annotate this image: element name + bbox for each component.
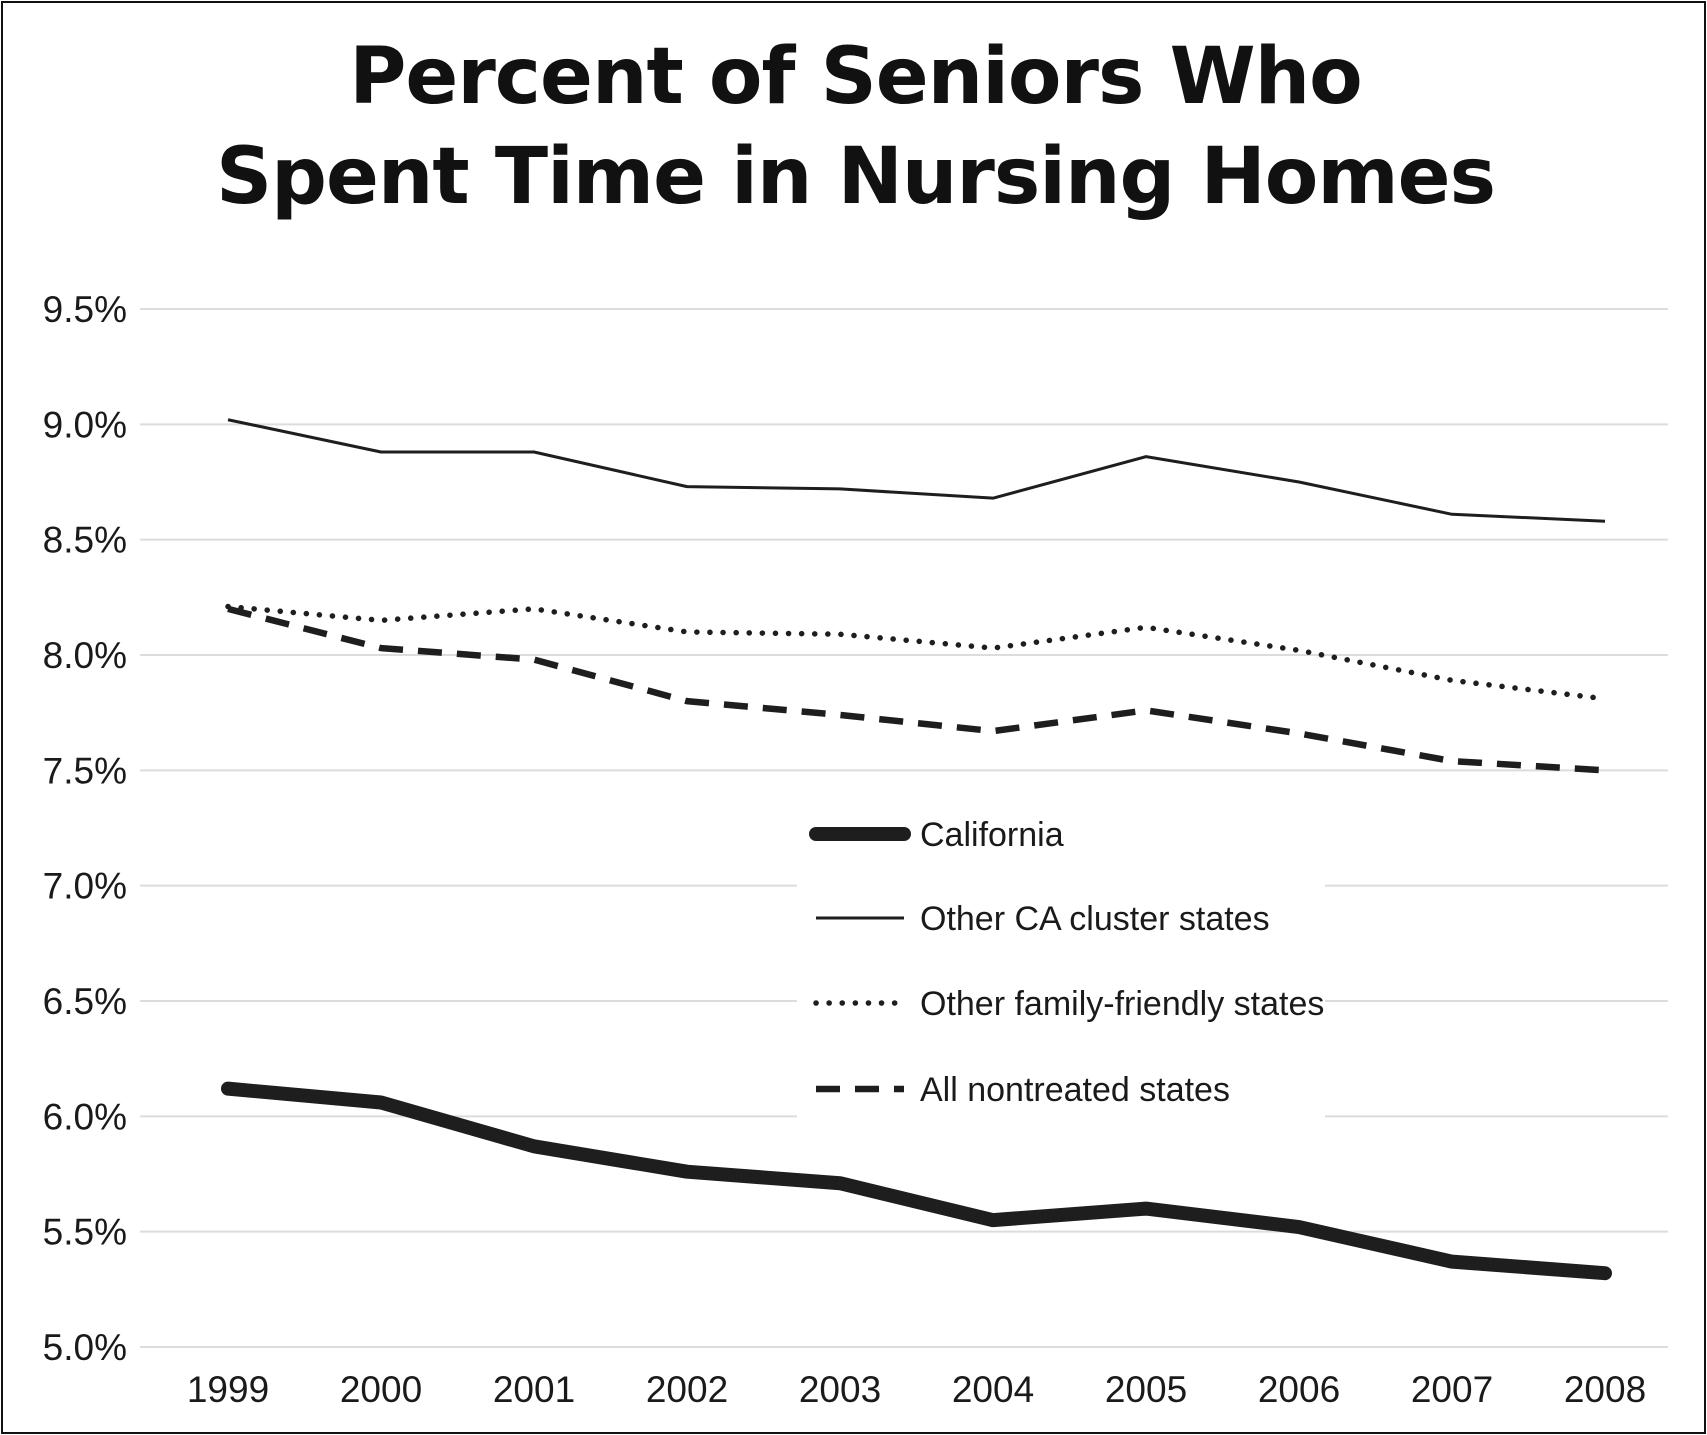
x-tick-label: 2007 [1411,1369,1493,1410]
series-line-other-ca-cluster-states [227,418,1606,523]
y-tick-label: 7.5% [43,750,127,791]
y-tick-label: 6.0% [43,1096,127,1137]
chart-title-line-2: Spent Time in Nursing Homes [215,132,1496,222]
y-tick-label: 8.5% [43,520,127,561]
y-tick-label: 5.5% [43,1212,127,1253]
series-lines [221,418,1612,1281]
chart-title: Percent of Seniors Who Spent Time in Nur… [3,27,1707,227]
series-line-other-family-friendly-states [225,603,1608,702]
legend-label: All nontreated states [920,1071,1230,1109]
y-axis-ticks: 5.0% 5.5% 6.0% 6.5% 7.0% 7.5% 8.0% 8.5% 9.0% 9.5% [43,289,127,1368]
x-tick-label: 2004 [952,1369,1034,1410]
x-axis-ticks: 1999 2000 2001 2002 2003 2004 2005 2006 2007 2008 [187,1369,1646,1410]
y-tick-label: 9.5% [43,289,127,330]
x-tick-label: 2003 [799,1369,881,1410]
x-tick-label: 2006 [1258,1369,1340,1410]
x-tick-label: 2008 [1564,1369,1646,1410]
x-tick-label: 2001 [493,1369,575,1410]
legend-label: Other family-friendly states [920,985,1324,1023]
y-tick-label: 8.0% [43,635,127,676]
series-line-california [221,1081,1612,1281]
y-tick-label: 6.5% [43,981,127,1022]
legend-label: Other CA cluster states [920,900,1270,938]
x-tick-label: 2000 [340,1369,422,1410]
x-tick-label: 2005 [1105,1369,1187,1410]
x-tick-label: 1999 [187,1369,269,1410]
y-tick-label: 7.0% [43,866,127,907]
legend-label: California [920,816,1064,854]
legend: California Other CA cluster states Other f… [797,790,1325,1118]
series-line-all-nontreated-states [227,605,1606,774]
legend-background [797,790,1325,1118]
chart-title-line-1: Percent of Seniors Who [349,32,1362,122]
y-tick-label: 5.0% [43,1327,127,1368]
x-tick-label: 2002 [646,1369,728,1410]
y-tick-label: 9.0% [43,404,127,445]
